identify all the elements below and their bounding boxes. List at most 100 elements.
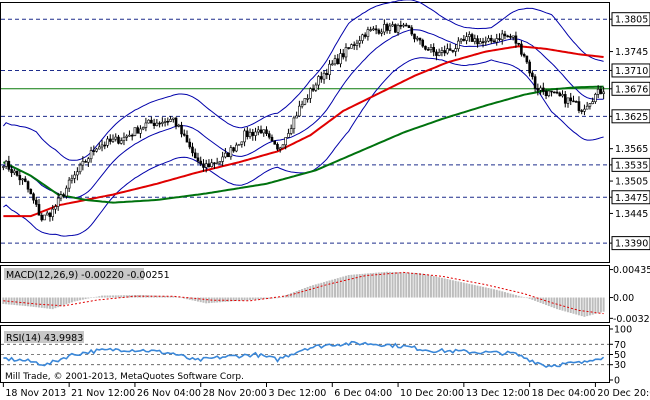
macd-bar — [476, 285, 479, 298]
candle-body — [426, 49, 430, 51]
candle-body — [580, 110, 584, 112]
macd-bar — [331, 279, 334, 298]
candle-body — [429, 47, 433, 50]
macd-histogram — [2, 271, 605, 317]
macd-bar — [309, 285, 312, 298]
macd-bar — [199, 297, 202, 303]
candle-body — [221, 156, 224, 162]
rsi-tick-label: 0 — [614, 376, 620, 387]
ema-red-line — [3, 45, 604, 218]
candle-body — [298, 105, 301, 117]
candle-body — [366, 29, 370, 37]
candle-body — [481, 41, 485, 43]
macd-bar — [597, 297, 600, 314]
macd-bar — [51, 297, 54, 310]
candle-body — [544, 90, 548, 96]
macd-bar — [70, 297, 73, 303]
macd-bar — [506, 292, 509, 298]
macd-bar — [429, 275, 432, 298]
rsi-label-box — [4, 331, 84, 343]
macd-bar — [498, 290, 501, 298]
macd-bar — [545, 297, 548, 306]
macd-bar — [323, 282, 326, 298]
candle-body — [470, 34, 474, 42]
candle-body — [363, 34, 367, 37]
macd-bar — [112, 295, 115, 298]
candle-body — [413, 33, 416, 40]
macd-bar — [495, 289, 498, 298]
candle-body — [522, 54, 526, 57]
candle-body — [166, 120, 170, 123]
candle-body — [265, 129, 268, 134]
candle-body — [51, 208, 55, 217]
macd-bar — [386, 271, 389, 298]
macd-bar — [13, 297, 16, 306]
macd-bar — [566, 297, 569, 313]
candle-body — [62, 194, 65, 197]
macd-axis: 0.00435 0.00 -0.00323 — [609, 265, 650, 325]
candle-body — [196, 157, 200, 162]
candle-body — [111, 138, 115, 142]
candle-body — [377, 29, 381, 34]
candle-body — [468, 34, 471, 37]
candle-body — [54, 206, 57, 210]
macd-bar — [427, 274, 430, 298]
candle-body — [347, 47, 351, 49]
macd-bar — [334, 278, 337, 298]
macd-bar — [490, 288, 493, 298]
candle-body — [320, 76, 323, 80]
candle-body — [281, 144, 285, 149]
price-label-box — [611, 12, 650, 27]
candle-body — [193, 152, 197, 159]
candle-body — [278, 147, 282, 150]
price-tick-label: 1.3390 — [615, 239, 648, 250]
rsi-tick-label: 100 — [614, 325, 632, 336]
candle-body — [76, 171, 79, 176]
candle-body — [451, 50, 455, 52]
candle-body — [122, 137, 126, 141]
candle-body — [421, 39, 425, 47]
candle-body — [533, 76, 537, 89]
candle-body — [169, 118, 172, 122]
macd-bar — [306, 286, 309, 298]
candle-body — [207, 163, 211, 167]
macd-bar — [487, 288, 490, 298]
candle-body — [328, 63, 331, 76]
macd-bar — [353, 274, 356, 298]
candle-body — [65, 187, 68, 197]
candle-body — [380, 31, 383, 34]
candle-body — [232, 147, 235, 152]
macd-bar — [531, 297, 534, 300]
macd-bar — [128, 295, 131, 298]
candle-body — [418, 37, 422, 41]
macd-bar — [114, 295, 117, 298]
bollinger-middle — [3, 29, 604, 199]
price-tick-label: 1.3535 — [615, 160, 648, 171]
candle-body — [199, 160, 203, 165]
candle-body — [89, 150, 93, 160]
macd-bar — [284, 295, 287, 298]
rsi-label: RSI(14) 43.9983 — [6, 333, 83, 344]
candle-body — [21, 178, 24, 181]
candle-body — [440, 50, 444, 53]
candle-body — [443, 50, 446, 54]
macd-bar — [98, 296, 101, 298]
candle-body — [602, 91, 605, 94]
candle-body — [23, 178, 27, 182]
macd-bar — [325, 281, 328, 298]
macd-tick-label: 0.00 — [613, 293, 634, 304]
macd-bar — [224, 297, 227, 302]
macd-bar — [95, 296, 98, 298]
candle-body — [542, 87, 545, 92]
candle-body — [224, 152, 227, 158]
candle-body — [536, 88, 540, 91]
candle-body — [226, 152, 230, 158]
macd-bar — [249, 297, 252, 301]
macd-bar — [2, 297, 5, 304]
price-tick-label: 1.3445 — [615, 209, 648, 220]
macd-bar — [153, 295, 156, 298]
candle-body — [218, 161, 222, 164]
macd-bar — [164, 295, 167, 298]
candle-body — [155, 122, 159, 126]
